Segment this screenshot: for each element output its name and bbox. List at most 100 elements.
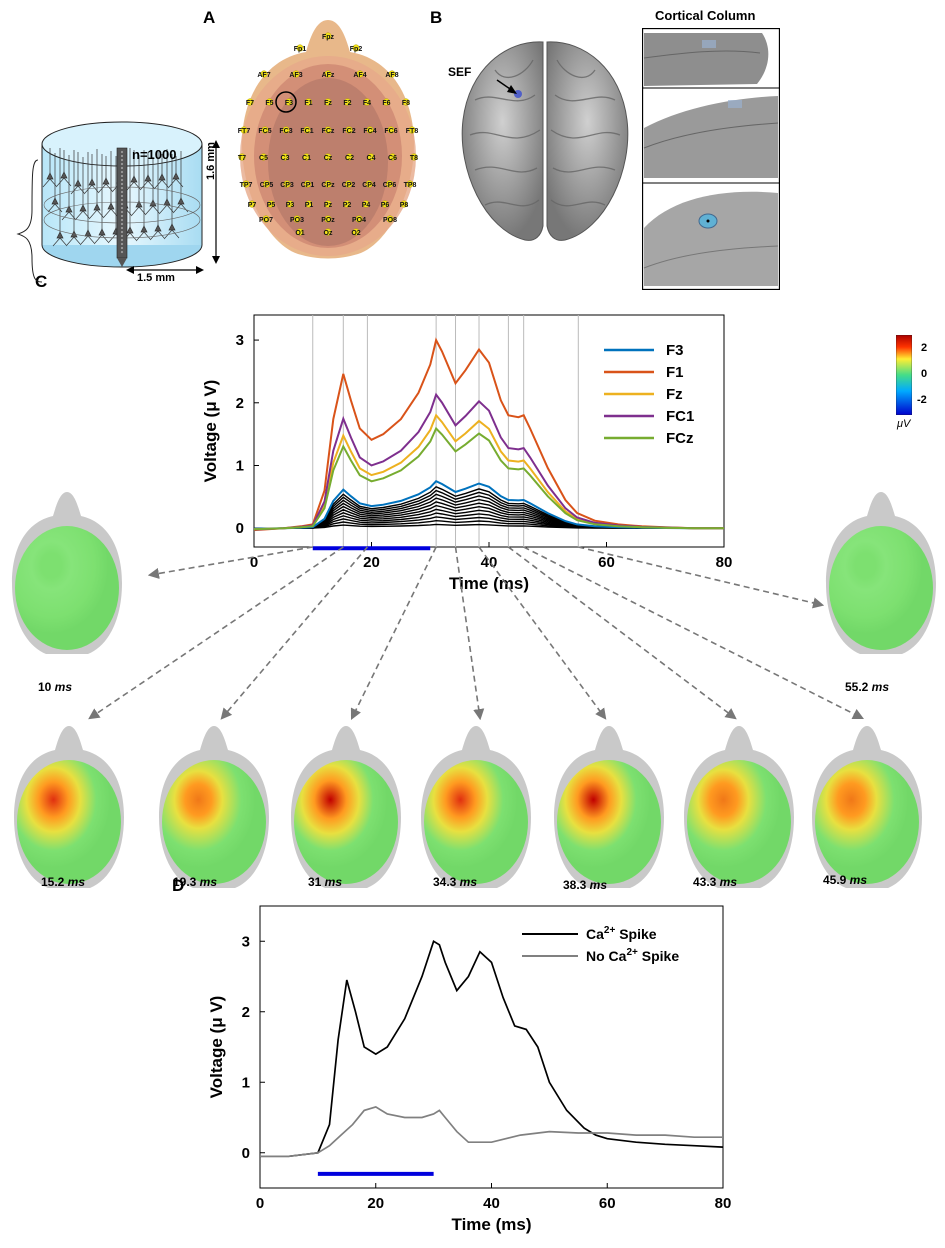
electrode-c5-label: C5 xyxy=(259,155,268,162)
electrode-cp5-dot xyxy=(262,180,271,188)
topomap-time-unit: ms xyxy=(67,875,86,889)
topomap-time-value: 19.3 xyxy=(172,875,200,889)
electrode-tp8-dot xyxy=(406,180,414,188)
topomap-time-label: 38.3 ms xyxy=(540,878,630,892)
electrode-c5-dot xyxy=(259,153,268,161)
electrode-cpz-label: CPz xyxy=(321,182,335,189)
electrode-p1-dot xyxy=(305,200,313,208)
electrode-f3-label: F3 xyxy=(285,100,293,107)
electrode-map: Fpz Fp1 Fp2 AF7 AF3 AFz AF4 AF8 F7 F5 F3 F1 Fz F2 F4 F6… xyxy=(238,20,418,259)
electrode-ft8-dot xyxy=(408,126,416,134)
y-tick-label: 1 xyxy=(236,457,244,474)
x-axis-label: Time (ms) xyxy=(452,1215,532,1234)
electrode-poz-label: POz xyxy=(321,217,335,224)
electrode-cp2-label: CP2 xyxy=(342,182,356,189)
colorbar-tick-top: 2 xyxy=(921,342,928,354)
electrode-f3-dot xyxy=(285,98,293,106)
electrode-fc2-dot xyxy=(345,126,353,134)
electrode-fc4-dot xyxy=(366,126,374,134)
topomap-time-label: 10 ms xyxy=(10,680,100,694)
topomap-time-unit: ms xyxy=(849,873,868,887)
electrode-cz-dot xyxy=(324,153,332,161)
electrode-c4-dot xyxy=(367,153,375,161)
electrode-p5-dot xyxy=(267,200,275,208)
topomap-time-label: 34.3 ms xyxy=(410,875,500,889)
cortical-column-title: Cortical Column xyxy=(655,8,756,23)
electrode-o2-label: O2 xyxy=(351,230,360,237)
electrode-tp7-label: TP7 xyxy=(240,182,253,189)
electrode-oz-dot xyxy=(324,228,332,236)
electrode-fp2-dot xyxy=(352,44,360,52)
electrode-p4-label: P4 xyxy=(362,202,371,209)
electrode-p2-dot xyxy=(343,200,351,208)
electrode-po4-dot xyxy=(355,215,363,223)
y-tick-label: 0 xyxy=(236,520,244,537)
electrode-t8-dot xyxy=(410,153,418,161)
topomap-time-unit: ms xyxy=(54,680,73,694)
electrode-poz-dot xyxy=(324,215,332,223)
electrode-afz-label: AFz xyxy=(322,72,335,79)
topomap-time-value: 34.3 xyxy=(432,875,460,889)
electrode-c2-dot xyxy=(345,153,354,161)
x-tick-label: 40 xyxy=(483,1195,500,1212)
electrode-f6-dot xyxy=(382,98,391,106)
electrode-fcz-label: FCz xyxy=(322,128,335,135)
panel-letter-b: B xyxy=(430,8,443,27)
topomap-7 xyxy=(684,726,794,888)
dashed-arrow xyxy=(88,546,344,720)
electrode-cp5-label: CP5 xyxy=(260,182,274,189)
x-tick-label: 80 xyxy=(715,1195,732,1212)
electrode-t7-dot xyxy=(238,153,246,161)
topomap-5 xyxy=(421,726,531,888)
electrode-c2-label: C2 xyxy=(345,155,354,162)
electrode-fz-label: Fz xyxy=(324,100,332,107)
electrode-fz-dot xyxy=(324,98,332,106)
topomap-time-value: 38.3 xyxy=(562,878,590,892)
topomap-time-unit: ms xyxy=(199,875,218,889)
electrode-cz-label: Cz xyxy=(324,155,333,162)
topomap-time-value: 45.9 xyxy=(822,873,850,887)
series-f1-line xyxy=(253,337,724,532)
electrode-fc3-dot xyxy=(282,126,290,134)
electrode-f8-label: F8 xyxy=(402,100,410,107)
electrode-p1-label: P1 xyxy=(305,202,314,209)
electrode-af3-label: AF3 xyxy=(289,72,302,79)
panel-letter-d: D xyxy=(172,876,185,895)
cortical-column-inset xyxy=(642,28,780,290)
topomap-time-label: 15.2 ms xyxy=(18,875,108,889)
scalp-potential-map xyxy=(17,760,121,884)
x-tick-label: 60 xyxy=(599,1195,616,1212)
topomap-time-label: 45.9 ms xyxy=(800,873,890,887)
topomap-time-value: 10 xyxy=(37,680,55,694)
series-fcz-line xyxy=(253,426,724,531)
electrode-fp1-label: Fp1 xyxy=(294,46,307,53)
x-tick-label: 20 xyxy=(363,554,380,571)
electrode-tp8-label: TP8 xyxy=(404,182,417,189)
dashed-arrow xyxy=(507,546,737,720)
electrode-o1-dot xyxy=(296,228,304,236)
y-tick-label: 3 xyxy=(236,332,244,349)
electrode-af8-label: AF8 xyxy=(385,72,398,79)
electrode-p8-label: P8 xyxy=(400,202,409,209)
electrode-cp6-label: CP6 xyxy=(383,182,397,189)
x-tick-label: 0 xyxy=(250,554,258,571)
electrode-p8-dot xyxy=(400,200,408,208)
legend-f1-label: F1 xyxy=(666,364,684,381)
electrode-cp6-dot xyxy=(385,180,394,188)
electrode-c1-dot xyxy=(302,153,311,161)
electrode-ft7-label: FT7 xyxy=(238,128,251,135)
topomap-3 xyxy=(159,726,269,888)
electrode-p7-dot xyxy=(248,200,256,208)
y-axis-label: Voltage (μ V) xyxy=(201,380,220,483)
topomap-time-value: 15.2 xyxy=(40,875,68,889)
electrode-f1-dot xyxy=(304,98,313,106)
electrode-af7-dot xyxy=(260,70,268,78)
topomap-6 xyxy=(554,726,664,888)
electrode-c6-label: C6 xyxy=(388,155,397,162)
electrode-c3-dot xyxy=(281,153,289,161)
electrode-ft7-dot xyxy=(240,126,248,134)
electrode-fc4-label: FC4 xyxy=(363,128,376,135)
cortical-column-model xyxy=(16,121,220,283)
electrode-fc6-dot xyxy=(387,126,395,134)
